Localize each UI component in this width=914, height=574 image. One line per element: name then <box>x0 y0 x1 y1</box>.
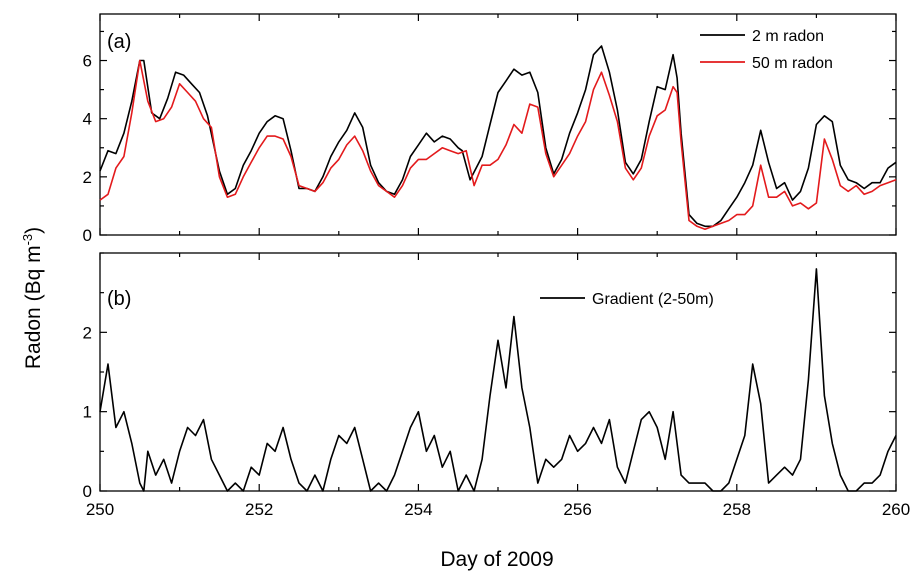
y-axis-title: Radon (Bq m-3) <box>20 227 45 369</box>
y-tick-label: 2 <box>83 168 92 187</box>
panel-label: (b) <box>107 288 131 310</box>
x-tick-label: 256 <box>563 500 591 519</box>
series-line <box>99 59 897 230</box>
series-line <box>99 45 897 228</box>
panel-label: (a) <box>107 31 131 53</box>
legend-label: 2 m radon <box>752 28 824 45</box>
y-tick-label: 6 <box>83 52 92 71</box>
y-axis-title-tail: ) <box>22 227 45 234</box>
x-tick-label: 260 <box>882 500 910 519</box>
x-tick-label: 252 <box>245 500 273 519</box>
y-axis-title-exponent: -3 <box>20 234 35 246</box>
y-tick-label: 1 <box>83 403 92 422</box>
series-line <box>99 268 897 492</box>
y-tick-label: 4 <box>83 110 92 129</box>
x-axis-title: Day of 2009 <box>440 548 553 571</box>
y-tick-label: 0 <box>83 482 92 501</box>
x-tick-label: 250 <box>86 500 114 519</box>
y-tick-label: 2 <box>83 323 92 342</box>
x-tick-label: 258 <box>723 500 751 519</box>
legend-label: Gradient (2-50m) <box>592 291 714 308</box>
legend-label: 50 m radon <box>752 55 833 72</box>
panel-a: 0 2 4 6 2 m radon 50 m radon (a) <box>83 13 897 245</box>
panel-b: 0 1 2 250 252 254 256 258 260 Gradient (2-50m) (b) <box>83 252 910 519</box>
y-axis-title-main: Radon (Bq m <box>22 245 45 369</box>
x-tick-label: 254 <box>404 500 432 519</box>
y-tick-label: 0 <box>83 226 92 245</box>
